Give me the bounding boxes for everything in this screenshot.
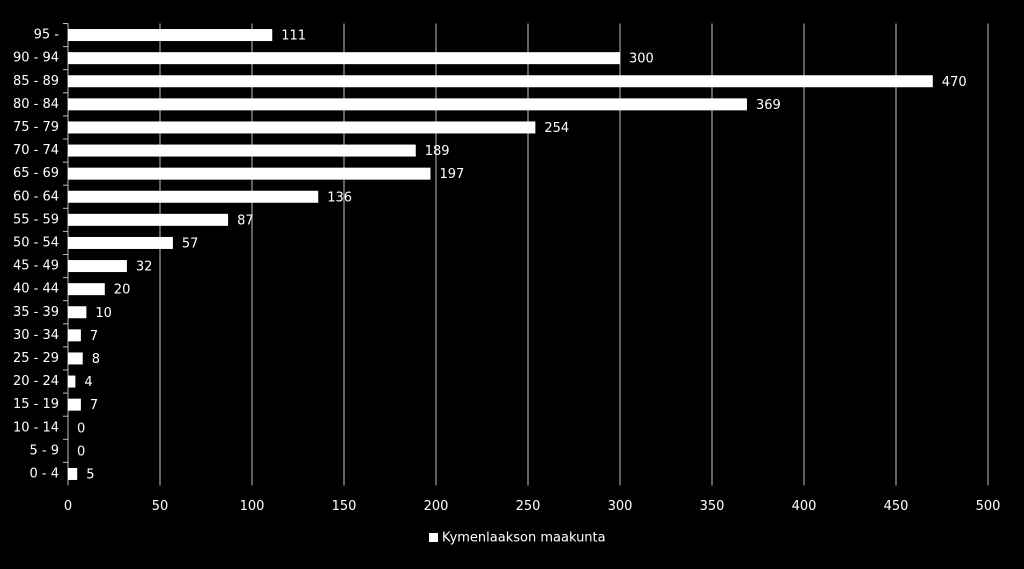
y-tick-label: 35 - 39 [13,305,59,320]
x-tick-label: 100 [240,499,265,514]
y-tick-label: 10 - 14 [13,420,59,435]
bar [68,29,273,42]
y-tick-label: 60 - 64 [13,189,59,204]
value-label: 4 [84,375,92,390]
y-tick-label: 65 - 69 [13,166,59,181]
x-tick-label: 450 [884,499,909,514]
bar [68,375,76,388]
bar [68,467,78,480]
bar [68,352,83,365]
y-tick-label: 15 - 19 [13,397,59,412]
y-tick-label: 75 - 79 [13,120,59,135]
x-tick-label: 350 [700,499,725,514]
bar [68,236,173,249]
y-tick-label: 90 - 94 [13,51,59,66]
value-label: 7 [90,329,98,344]
x-tick-label: 500 [976,499,1001,514]
x-tick-label: 400 [792,499,817,514]
bar [68,98,747,111]
value-label: 0 [77,421,85,436]
bar [68,329,81,342]
x-tick-label: 50 [152,499,169,514]
bar [68,121,536,134]
bar [68,75,933,88]
y-tick-label: 20 - 24 [13,374,59,389]
legend-swatch [429,533,438,542]
y-tick-label: 70 - 74 [13,143,59,158]
value-label: 111 [281,29,306,44]
legend-label: Kymenlaakson maakunta [442,531,606,546]
y-tick-label: 55 - 59 [13,212,59,227]
y-tick-label: 80 - 84 [13,97,59,112]
bar [68,260,127,273]
y-tick-label: 95 - [34,28,60,43]
value-label: 470 [942,75,967,90]
x-tick-label: 250 [516,499,541,514]
bar [68,306,87,319]
value-label: 87 [237,213,254,228]
y-tick-label: 85 - 89 [13,74,59,89]
y-tick-label: 0 - 4 [30,466,60,481]
y-tick-label: 25 - 29 [13,351,59,366]
bar [68,213,229,226]
bar [68,167,431,180]
value-label: 5 [86,467,94,482]
value-label: 197 [439,167,464,182]
y-tick-label: 40 - 44 [13,282,59,297]
bar [68,190,319,203]
value-label: 0 [77,444,85,459]
bar [68,52,620,65]
value-label: 300 [629,52,654,67]
bar [68,283,105,296]
x-tick-label: 200 [424,499,449,514]
value-label: 7 [90,398,98,413]
value-label: 254 [544,121,569,136]
value-label: 32 [136,260,153,275]
y-tick-label: 5 - 9 [30,443,60,458]
y-tick-label: 30 - 34 [13,328,59,343]
y-tick-label: 45 - 49 [13,259,59,274]
bar [68,398,81,411]
bar [68,144,416,157]
x-tick-label: 150 [332,499,357,514]
y-tick-label: 50 - 54 [13,235,59,250]
value-label: 20 [114,283,131,298]
value-label: 10 [95,306,112,321]
x-tick-label: 300 [608,499,633,514]
value-label: 57 [182,236,199,251]
value-label: 369 [756,98,781,113]
value-label: 8 [92,352,100,367]
x-tick-label: 0 [64,499,72,514]
value-label: 136 [327,190,352,205]
value-label: 189 [425,144,450,159]
